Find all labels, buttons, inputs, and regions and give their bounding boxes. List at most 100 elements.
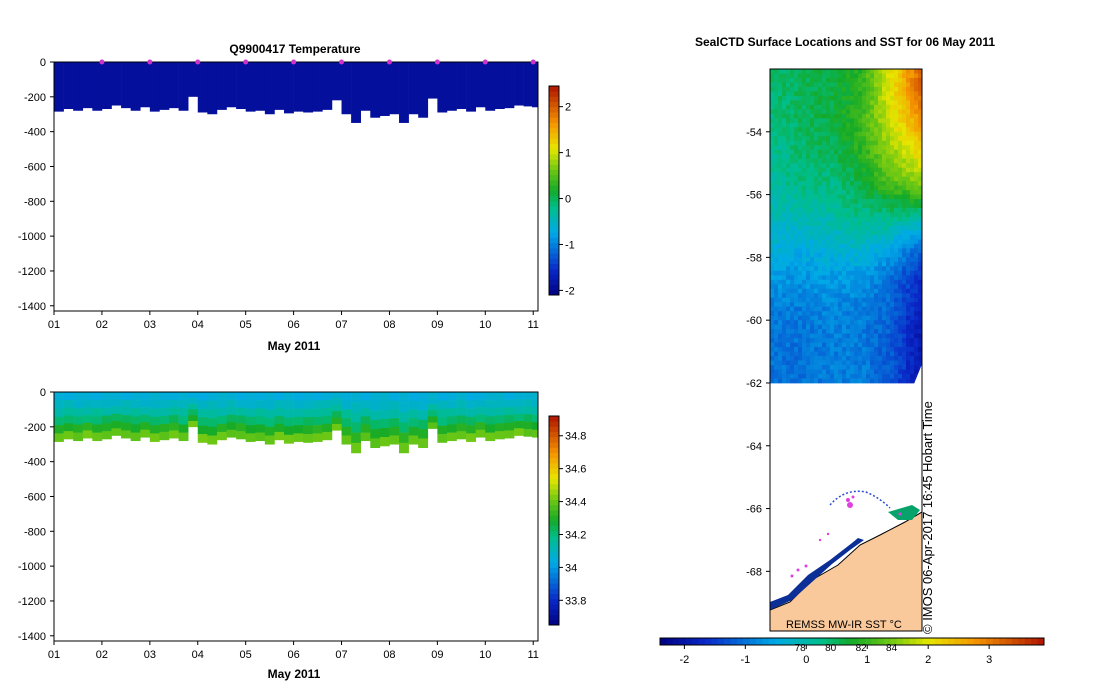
sst-cell (806, 194, 811, 200)
colorbar-segment (756, 638, 763, 645)
sst-cell (790, 145, 795, 151)
sst-cell (826, 190, 831, 195)
sst-cell (918, 194, 922, 200)
salinity-profile-cell (485, 424, 496, 433)
sst-cell (898, 82, 903, 88)
sst-cell (790, 338, 795, 343)
sst-cell (890, 261, 895, 267)
sst-cell (826, 181, 831, 187)
sst-cell (906, 212, 911, 218)
salinity-profile-cell (379, 400, 390, 411)
sst-cell (910, 185, 915, 191)
sst-cell (906, 279, 911, 285)
sst-cell (818, 127, 823, 133)
sst-cell (890, 131, 895, 137)
sst-cell (918, 347, 922, 352)
sst-cell (882, 104, 887, 110)
sst-cell (898, 131, 903, 137)
sst-cell (870, 158, 875, 164)
sst-cell (882, 86, 887, 92)
sst-cell (906, 373, 911, 379)
sst-cell (866, 131, 871, 137)
sst-cell (794, 239, 799, 245)
sst-cell (782, 234, 787, 240)
sst-cell (866, 140, 871, 146)
sst-cell (770, 243, 775, 249)
y-tick-label: -400 (24, 457, 46, 469)
sst-cell (846, 347, 851, 352)
sst-cell (838, 131, 843, 137)
sst-colorbar: -2 -1 0 1 2 378 80 82 84 (659, 637, 1045, 666)
sst-cell (834, 69, 839, 74)
sst-cell (774, 190, 779, 195)
sst-cell (886, 270, 891, 276)
sst-cell (826, 149, 831, 155)
sst-cell (830, 185, 835, 191)
sst-cell (902, 243, 907, 249)
sst-cell (826, 163, 831, 169)
salinity-profile-cell (303, 408, 314, 418)
sst-cell (778, 113, 783, 119)
sst-cell (918, 234, 922, 240)
salinity-profile-cell (140, 422, 151, 431)
colorbar-segment (549, 253, 559, 259)
sst-cell (858, 203, 863, 209)
sst-cell (786, 378, 791, 384)
temperature-profile-column (236, 62, 246, 110)
sst-cell (818, 199, 823, 204)
sst-cell (774, 369, 779, 375)
sst-cell (778, 360, 783, 366)
sst-cell (862, 356, 867, 361)
sst-cell (778, 109, 783, 115)
sst-cell (822, 158, 827, 164)
sst-cell (830, 217, 835, 222)
sst-cell (770, 365, 775, 370)
sst-cell (774, 329, 779, 335)
sst-cell (858, 163, 863, 169)
sst-cell (838, 122, 843, 128)
sst-cell (838, 104, 843, 110)
sst-cell (822, 266, 827, 272)
sst-cell (806, 351, 811, 357)
sst-cell (770, 306, 775, 312)
salinity-profile-cell (475, 414, 486, 423)
sst-cell (914, 100, 919, 106)
salinity-profile-cell (360, 392, 371, 401)
sst-cell (910, 275, 915, 281)
x-tick-label: 05 (240, 649, 252, 661)
sst-cell (850, 275, 855, 281)
sst-cell (914, 261, 919, 267)
sst-cell (894, 284, 899, 290)
sst-cell (918, 243, 922, 249)
sst-cell (842, 329, 847, 335)
sst-cell (818, 118, 823, 124)
salinity-profile-cell (207, 426, 218, 436)
sst-cell (850, 230, 855, 236)
sst-cell (794, 154, 799, 160)
sst-cell (802, 140, 807, 146)
sst-cell (846, 86, 851, 92)
x-tick-label: 09 (431, 319, 443, 331)
sst-cell (878, 252, 883, 258)
sst-cell (778, 329, 783, 335)
temperature-profile-column (408, 62, 419, 115)
sst-cell (822, 360, 827, 366)
sst-cell (838, 212, 843, 218)
sst-cell (886, 365, 891, 370)
sst-cell (810, 333, 815, 339)
sst-cell (834, 208, 839, 213)
sst-cell (886, 369, 891, 375)
sst-cell (878, 261, 883, 267)
sst-cell (810, 77, 815, 83)
sst-cell (790, 95, 795, 101)
sst-cell (822, 338, 827, 343)
salinity-profile-cell (523, 421, 533, 430)
sst-cell (814, 275, 819, 281)
sst-cell (790, 167, 795, 173)
sst-cell (898, 145, 903, 151)
sst-cell (902, 311, 907, 317)
sst-cell (794, 311, 799, 317)
salinity-profile-cell (188, 397, 199, 404)
sst-cell (918, 279, 922, 285)
sst-cell (794, 221, 799, 227)
